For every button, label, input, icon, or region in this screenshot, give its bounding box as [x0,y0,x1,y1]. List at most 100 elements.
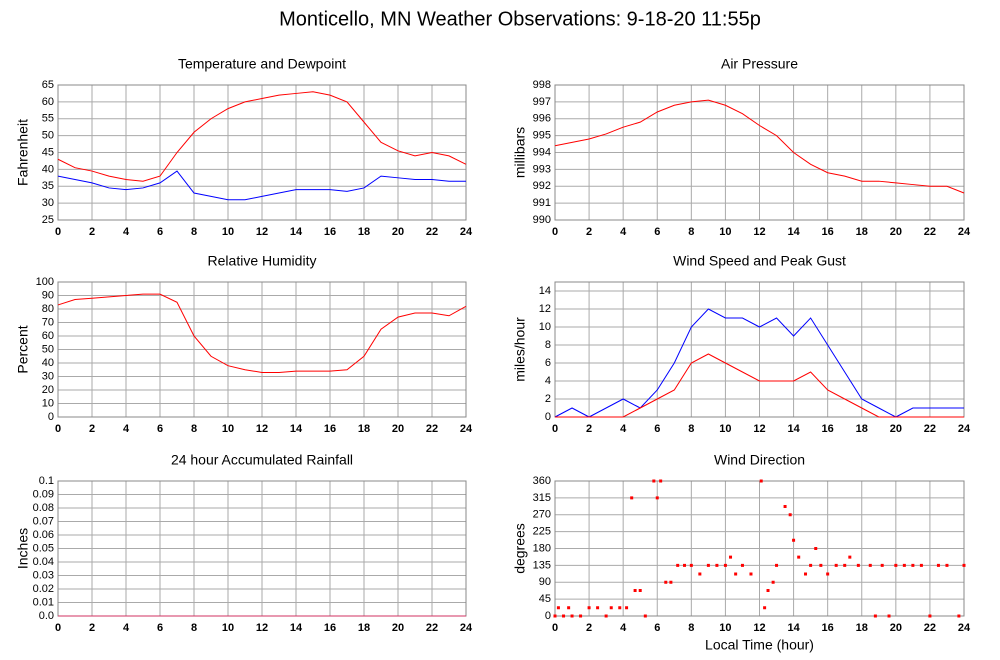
y-tick-label: 0.0 [39,610,54,622]
y-tick-label: 45 [42,146,54,158]
y-tick-label: 2 [545,393,551,405]
scatter-point [659,479,663,483]
x-tick-label: 24 [958,226,971,238]
x-tick-label: 4 [620,226,627,238]
x-tick-label: 12 [256,226,268,238]
series-line [57,293,467,373]
scatter-point [957,614,961,618]
scatter-point [928,614,932,618]
scatter-point [579,614,583,618]
y-tick-label: 0.05 [33,542,54,554]
x-tick-label: 20 [392,226,404,238]
x-tick-label: 16 [324,423,336,435]
x-tick-label: 2 [89,423,95,435]
x-tick-label: 0 [552,226,558,238]
x-tick-label: 16 [324,226,336,238]
y-tick-label: 0.02 [33,583,54,595]
x-tick-label: 12 [256,622,268,634]
chart-title: Temperature and Dewpoint [178,56,346,72]
x-tick-label: 16 [822,622,834,634]
scatter-point [570,614,574,618]
scatter-point [902,563,906,567]
x-tick-label: 10 [222,226,234,238]
y-tick-label: 0.06 [33,529,54,541]
x-tick-label: 4 [620,423,627,435]
y-tick-label: 90 [42,289,54,301]
x-tick-label: 4 [123,423,130,435]
scatter-point [689,563,693,567]
x-tick-label: 18 [358,622,370,634]
x-tick-label: 18 [358,226,370,238]
y-tick-label: 225 [533,526,551,538]
scatter-point [814,547,818,550]
y-tick-label: 55 [42,113,54,125]
scatter-point [596,606,600,610]
scatter-point [630,496,634,500]
x-tick-label: 22 [924,622,936,634]
x-tick-label: 6 [654,622,660,634]
x-tick-label: 24 [460,622,473,634]
y-tick-label: 50 [42,130,54,142]
x-tick-label: 2 [89,226,95,238]
y-tick-label: 90 [539,576,551,588]
y-tick-label: 20 [42,384,54,396]
scatter-point [945,563,949,567]
x-tick-label: 12 [753,423,765,435]
y-tick-label: 360 [533,475,551,487]
x-tick-label: 22 [924,226,936,238]
x-tick-label: 22 [426,423,438,435]
scatter-point [880,563,884,567]
x-tick-label: 24 [958,423,971,435]
y-tick-label: 0.04 [33,556,54,568]
x-tick-label: 0 [552,423,558,435]
scatter-point [553,614,557,618]
x-tick-label: 2 [586,622,592,634]
x-tick-label: 8 [191,226,197,238]
y-tick-label: 996 [533,113,551,125]
series-line [57,91,467,182]
x-tick-label: 4 [620,622,627,634]
scatter-point [766,589,770,592]
scatter-point [962,563,966,567]
x-tick-label: 0 [55,423,61,435]
chart-title: 24 hour Accumulated Rainfall [171,452,353,468]
x-tick-label: 8 [688,226,694,238]
scatter-point [834,563,838,567]
x-tick-label: 0 [552,622,558,634]
y-tick-label: 315 [533,492,551,504]
scatter-point [655,496,659,500]
y-tick-label: 180 [533,542,551,554]
y-tick-label: 998 [533,79,551,91]
y-tick-label: 997 [533,96,551,108]
x-tick-label: 10 [222,622,234,634]
y-tick-label: 4 [545,375,551,387]
x-tick-label: 14 [787,423,800,435]
y-tick-label: 993 [533,163,551,175]
y-tick-label: 270 [533,509,551,521]
x-tick-label: 12 [753,226,765,238]
y-tick-label: 6 [545,357,551,369]
x-tick-label: 12 [753,622,765,634]
y-tick-label: 10 [539,321,551,333]
scatter-point [919,563,923,567]
x-tick-label: 22 [426,226,438,238]
x-tick-label: 24 [460,423,473,435]
x-tick-label: 0 [55,622,61,634]
y-tick-label: 0.01 [33,596,54,608]
plot-border [57,281,467,418]
scatter-point [856,563,860,567]
scatter-point [587,606,591,610]
x-tick-label: 8 [688,622,694,634]
y-tick-label: 135 [533,559,551,571]
y-tick-label: 0 [545,411,551,423]
scatter-point [562,614,566,618]
x-tick-label: 2 [586,226,592,238]
y-tick-label: 60 [42,96,54,108]
x-tick-label: 20 [392,622,404,634]
scatter-point [788,513,792,517]
scatter-point [749,572,753,576]
x-tick-label: 10 [719,423,731,435]
x-tick-label: 14 [290,226,303,238]
scatter-point [740,563,744,567]
x-tick-label: 6 [157,226,163,238]
